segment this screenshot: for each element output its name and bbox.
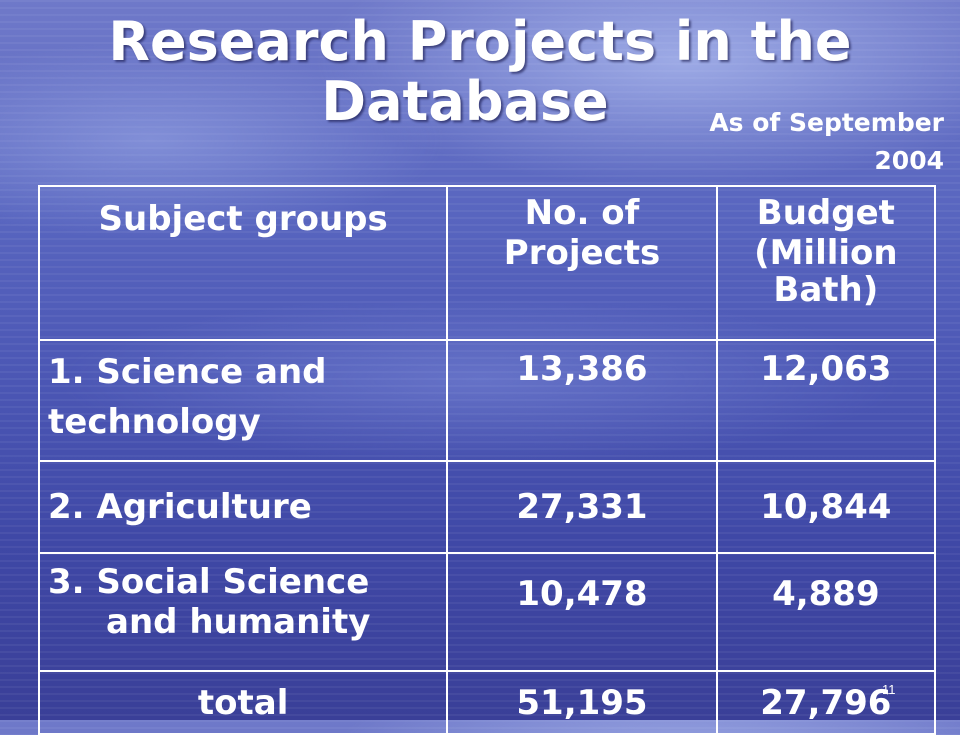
row-projects: 10,478	[446, 552, 718, 672]
table-row: 2. Agriculture 27,331 10,844	[37, 460, 937, 554]
row-label: 2. Agriculture	[37, 460, 449, 554]
row-label-line1: 1. Science and	[48, 352, 327, 392]
row-label: 1. Science and technology	[37, 339, 449, 462]
slide-title-line2: Database	[321, 70, 609, 133]
as-of-line1: As of September	[709, 108, 944, 137]
row-label-line2: and humanity	[106, 602, 371, 642]
page-number: 11	[882, 682, 896, 697]
row-projects: 27,331	[446, 460, 718, 554]
header-no-of-projects: No. of Projects	[446, 185, 718, 341]
table-row-total: total 51,195 27,796	[37, 670, 937, 735]
row-projects: 13,386	[446, 339, 718, 462]
row-budget: 4,889	[715, 552, 937, 672]
header-projects-line1: No. of	[524, 193, 640, 233]
header-budget-line3: Bath)	[773, 270, 879, 310]
table-row: 1. Science and technology 13,386 12,063	[37, 339, 937, 462]
row-budget: 12,063	[715, 339, 937, 462]
row-budget: 10,844	[715, 460, 937, 554]
header-projects-line2: Projects	[503, 233, 661, 273]
as-of-date: As of September 2004	[644, 104, 944, 180]
row-label: 3. Social Science and humanity	[37, 552, 449, 672]
header-budget-line2: (Million	[754, 233, 898, 273]
table-header-row: Subject groups No. of Projects Budget (M…	[37, 185, 937, 341]
row-label-line2: technology	[48, 402, 261, 442]
research-projects-table: Subject groups No. of Projects Budget (M…	[37, 185, 937, 735]
table-row: 3. Social Science and humanity 10,478 4,…	[37, 552, 937, 672]
slide-title: Research Projects in the Database	[80, 12, 880, 132]
header-budget: Budget (Million Bath)	[715, 185, 937, 341]
as-of-line2: 2004	[874, 146, 944, 175]
total-label: total	[37, 670, 449, 735]
row-label-line1: 3. Social Science	[48, 562, 370, 602]
total-projects: 51,195	[446, 670, 718, 735]
header-subject-groups: Subject groups	[37, 185, 449, 341]
header-budget-line1: Budget	[756, 193, 895, 233]
total-budget: 27,796	[715, 670, 937, 735]
slide-title-line1: Research Projects in the	[108, 10, 852, 73]
